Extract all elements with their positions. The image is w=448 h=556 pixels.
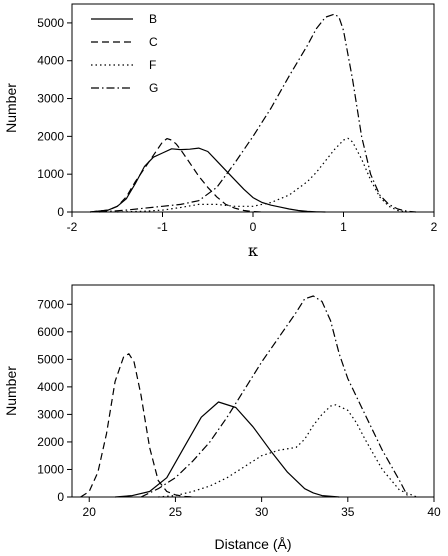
x-tick-label: 30: [255, 505, 269, 519]
series-C-line: [80, 353, 193, 498]
y-tick-label: 1000: [37, 462, 64, 476]
y-axis-label: Number: [3, 83, 19, 133]
y-tick-label: 2000: [37, 435, 64, 449]
x-tick-label: 40: [427, 505, 441, 519]
series-F-line: [158, 404, 418, 498]
x-axis-label: Distance (Å): [214, 536, 291, 552]
y-axis-label: Number: [3, 366, 19, 416]
legend-label-C: C: [149, 35, 158, 49]
y-tick-label: 0: [57, 490, 64, 504]
legend-label-F: F: [149, 58, 156, 72]
plot-frame: [71, 284, 435, 498]
y-tick-label: 7000: [37, 297, 64, 311]
y-tick-label: 4000: [37, 54, 64, 68]
x-tick-label: 20: [83, 505, 97, 519]
y-tick-label: 3000: [37, 92, 64, 106]
series-B-line: [115, 401, 340, 498]
x-tick-label: -2: [67, 220, 78, 234]
distance-chart: 20 25 30 35 40 0 1000 2000 3000 4000 5000 6000 7000 D…: [3, 284, 441, 552]
series-C-line: [90, 138, 263, 213]
y-tick-label: 5000: [37, 352, 64, 366]
y-tick-label: 4000: [37, 380, 64, 394]
y-tick-label: 0: [57, 205, 64, 219]
legend-label-G: G: [149, 81, 158, 95]
x-tick-label: 2: [431, 220, 438, 234]
series-G-line: [140, 295, 409, 498]
x-tick-label: 25: [169, 505, 183, 519]
x-tick-label: 0: [250, 220, 257, 234]
series-G-line: [99, 13, 416, 213]
series-F-line: [117, 137, 407, 213]
x-tick-label: 1: [340, 220, 347, 234]
y-tick-label: 6000: [37, 325, 64, 339]
x-tick-label: 35: [341, 505, 355, 519]
x-axis-label: κ: [248, 241, 258, 260]
y-tick-label: 3000: [37, 407, 64, 421]
series-B-line: [90, 147, 326, 213]
legend-label-B: B: [149, 12, 157, 26]
y-tick-label: 2000: [37, 129, 64, 143]
y-tick-label: 1000: [37, 167, 64, 181]
plot-frame: [71, 3, 435, 213]
x-tick-label: -1: [157, 220, 168, 234]
y-tick-label: 5000: [37, 16, 64, 30]
